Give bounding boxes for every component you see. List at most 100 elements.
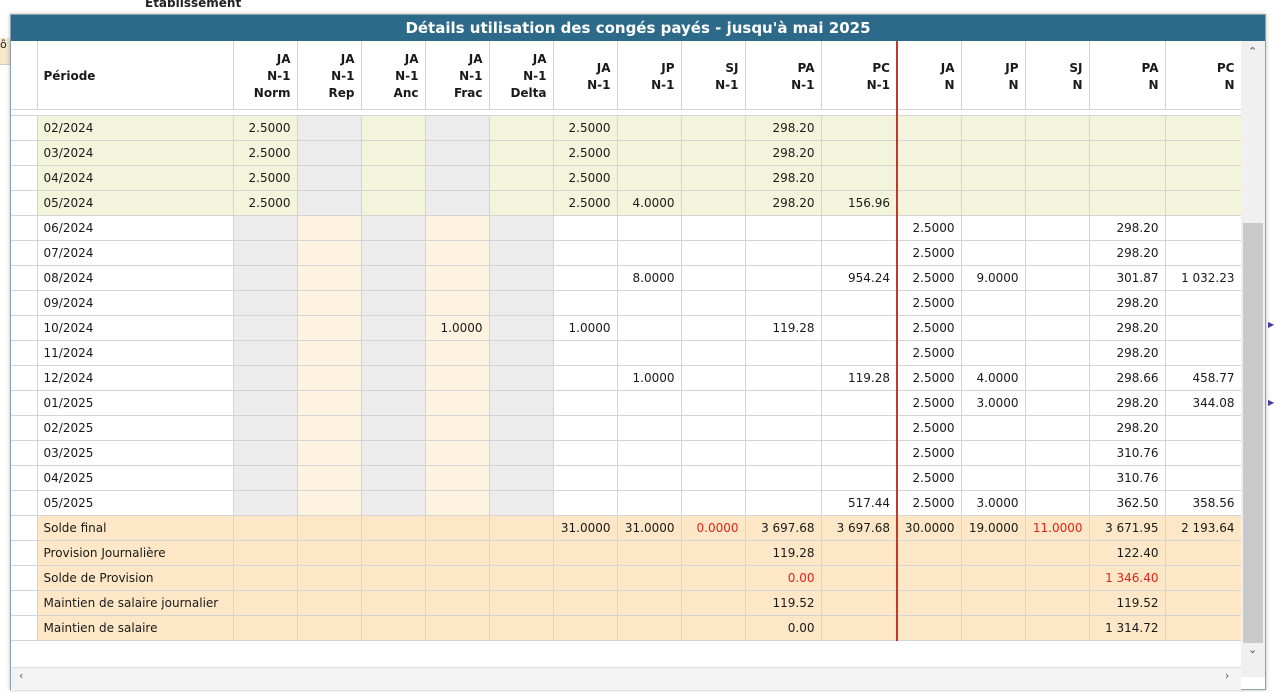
- column-header[interactable]: PA N: [1088, 41, 1166, 110]
- period-cell[interactable]: 06/2024: [36, 214, 234, 241]
- value-cell[interactable]: [896, 564, 962, 591]
- period-cell[interactable]: 05/2024: [36, 189, 234, 216]
- value-cell[interactable]: [296, 214, 362, 241]
- value-cell[interactable]: [1024, 164, 1090, 191]
- value-cell[interactable]: 2.5000: [232, 114, 298, 141]
- value-cell[interactable]: [1164, 564, 1241, 591]
- value-cell[interactable]: [424, 539, 490, 566]
- value-cell[interactable]: [360, 214, 426, 241]
- value-cell[interactable]: [296, 439, 362, 466]
- value-cell[interactable]: 30.0000: [896, 514, 962, 541]
- value-cell[interactable]: [1024, 214, 1090, 241]
- value-cell[interactable]: 1.0000: [424, 314, 490, 341]
- column-header[interactable]: PA N-1: [744, 41, 822, 110]
- value-cell[interactable]: [424, 239, 490, 266]
- value-cell[interactable]: 4.0000: [616, 189, 682, 216]
- value-cell[interactable]: [1024, 239, 1090, 266]
- value-cell[interactable]: 31.0000: [616, 514, 682, 541]
- value-cell[interactable]: [1024, 389, 1090, 416]
- value-cell[interactable]: [820, 239, 898, 266]
- value-cell[interactable]: [424, 139, 490, 166]
- value-cell[interactable]: [360, 439, 426, 466]
- value-cell[interactable]: [616, 139, 682, 166]
- value-cell[interactable]: [1164, 589, 1241, 616]
- value-cell[interactable]: [680, 314, 746, 341]
- value-cell[interactable]: [744, 214, 822, 241]
- table-row[interactable]: 05/2024 2.5000 2.5000 4.0000 298.20 156.96: [11, 189, 1241, 216]
- value-cell[interactable]: 119.28: [820, 364, 898, 391]
- value-cell[interactable]: [232, 464, 298, 491]
- value-cell[interactable]: [680, 464, 746, 491]
- value-cell[interactable]: [680, 139, 746, 166]
- value-cell[interactable]: [296, 414, 362, 441]
- value-cell[interactable]: 0.00: [744, 614, 822, 641]
- value-cell[interactable]: [1024, 314, 1090, 341]
- value-cell[interactable]: 2.5000: [896, 339, 962, 366]
- value-cell[interactable]: [1024, 264, 1090, 291]
- table-row[interactable]: 05/2025 517.44 2.5000 3.0000 362.50 358.56: [11, 489, 1241, 516]
- value-cell[interactable]: [552, 214, 618, 241]
- value-cell[interactable]: [616, 164, 682, 191]
- value-cell[interactable]: 2.5000: [232, 139, 298, 166]
- value-cell[interactable]: [616, 589, 682, 616]
- value-cell[interactable]: [616, 489, 682, 516]
- value-cell[interactable]: [488, 239, 554, 266]
- value-cell[interactable]: [960, 314, 1026, 341]
- value-cell[interactable]: [680, 414, 746, 441]
- value-cell[interactable]: 458.77: [1164, 364, 1241, 391]
- value-cell[interactable]: [680, 189, 746, 216]
- value-cell[interactable]: [680, 564, 746, 591]
- value-cell[interactable]: [1164, 239, 1241, 266]
- value-cell[interactable]: [1024, 414, 1090, 441]
- value-cell[interactable]: 1 346.40: [1088, 564, 1166, 591]
- value-cell[interactable]: [680, 539, 746, 566]
- value-cell[interactable]: [616, 439, 682, 466]
- value-cell[interactable]: [488, 514, 554, 541]
- value-cell[interactable]: [960, 439, 1026, 466]
- value-cell[interactable]: 2.5000: [896, 464, 962, 491]
- value-cell[interactable]: [616, 214, 682, 241]
- value-cell[interactable]: [424, 214, 490, 241]
- value-cell[interactable]: [296, 389, 362, 416]
- value-cell[interactable]: [296, 589, 362, 616]
- column-header[interactable]: PC N: [1164, 41, 1241, 110]
- value-cell[interactable]: [1024, 614, 1090, 641]
- value-cell[interactable]: [616, 239, 682, 266]
- value-cell[interactable]: [616, 539, 682, 566]
- value-cell[interactable]: [896, 139, 962, 166]
- value-cell[interactable]: [616, 614, 682, 641]
- period-cell[interactable]: 07/2024: [36, 239, 234, 266]
- period-cell[interactable]: Maintien de salaire: [36, 614, 234, 641]
- value-cell[interactable]: [820, 539, 898, 566]
- value-cell[interactable]: [360, 264, 426, 291]
- value-cell[interactable]: [360, 239, 426, 266]
- value-cell[interactable]: [896, 164, 962, 191]
- value-cell[interactable]: [232, 564, 298, 591]
- value-cell[interactable]: [424, 264, 490, 291]
- value-cell[interactable]: [960, 589, 1026, 616]
- table-row[interactable]: 03/2025 2.5000 310.76: [11, 439, 1241, 466]
- table-row[interactable]: Maintien de salaire journalier 119.52 119.…: [11, 589, 1241, 616]
- conges-grid[interactable]: Période JA N-1 Norm JA N-1 Rep JA N-1 Anc JA N-1 Fra…: [11, 41, 1241, 677]
- value-cell[interactable]: [616, 389, 682, 416]
- value-cell[interactable]: 2.5000: [552, 114, 618, 141]
- value-cell[interactable]: [232, 264, 298, 291]
- table-row[interactable]: Maintien de salaire 0.00 1 314.72: [11, 614, 1241, 641]
- period-cell[interactable]: 03/2024: [36, 139, 234, 166]
- value-cell[interactable]: [744, 289, 822, 316]
- value-cell[interactable]: [1024, 339, 1090, 366]
- value-cell[interactable]: 3 671.95: [1088, 514, 1166, 541]
- value-cell[interactable]: [960, 414, 1026, 441]
- value-cell[interactable]: [232, 539, 298, 566]
- value-cell[interactable]: [820, 439, 898, 466]
- value-cell[interactable]: [424, 389, 490, 416]
- value-cell[interactable]: 156.96: [820, 189, 898, 216]
- scroll-down-icon[interactable]: ⌄: [1248, 643, 1258, 656]
- value-cell[interactable]: [680, 164, 746, 191]
- value-cell[interactable]: [424, 439, 490, 466]
- value-cell[interactable]: 2.5000: [896, 364, 962, 391]
- value-cell[interactable]: [960, 189, 1026, 216]
- value-cell[interactable]: [744, 464, 822, 491]
- table-row[interactable]: 04/2024 2.5000 2.5000 298.20: [11, 164, 1241, 191]
- value-cell[interactable]: 2.5000: [896, 414, 962, 441]
